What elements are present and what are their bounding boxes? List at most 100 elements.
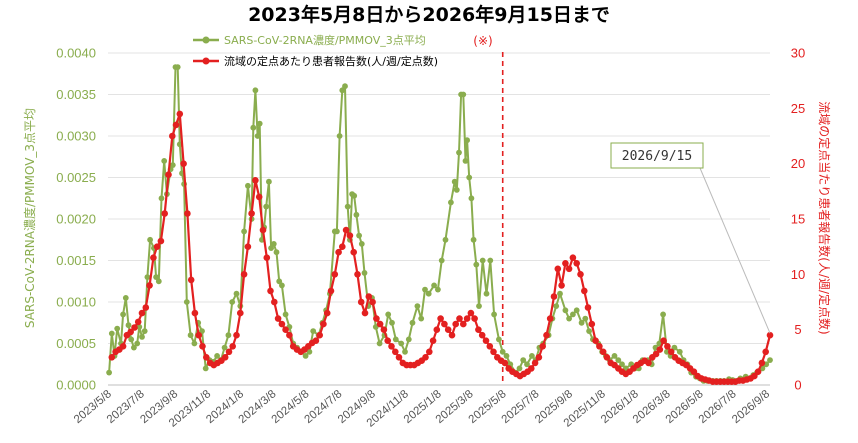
data-point xyxy=(331,271,339,278)
data-point xyxy=(557,290,563,297)
data-point xyxy=(490,348,497,356)
data-point xyxy=(134,318,142,326)
data-point xyxy=(599,348,607,356)
data-point xyxy=(437,315,444,322)
data-point xyxy=(108,330,115,337)
data-point xyxy=(418,315,425,322)
data-point xyxy=(592,337,599,345)
data-point xyxy=(106,369,112,376)
data-point xyxy=(376,340,383,347)
data-point xyxy=(191,309,199,317)
data-point xyxy=(268,245,274,252)
data-point xyxy=(273,249,280,256)
data-point xyxy=(603,354,611,361)
legend: SARS-CoV-2RNA濃度/PMMOV_3点平均 流域の定点あたり患者報告数… xyxy=(193,33,438,68)
data-point xyxy=(225,332,232,339)
data-point xyxy=(165,171,172,178)
data-point xyxy=(385,311,392,318)
y-left-tick-label: 0.0035 xyxy=(56,87,96,102)
y-left-tick-label: 0.0040 xyxy=(56,46,96,61)
data-point xyxy=(128,336,135,343)
data-point xyxy=(131,324,138,331)
data-point xyxy=(221,344,228,351)
data-point xyxy=(577,271,584,278)
data-point xyxy=(169,162,176,169)
data-point xyxy=(153,243,161,250)
data-point xyxy=(539,343,546,350)
data-point xyxy=(270,241,277,247)
data-point xyxy=(478,331,486,339)
data-point xyxy=(402,348,408,355)
data-point xyxy=(146,282,153,289)
data-point xyxy=(306,348,313,355)
data-point xyxy=(482,337,490,345)
data-point xyxy=(467,309,475,317)
data-point xyxy=(136,324,143,330)
data-point xyxy=(369,298,376,306)
data-point xyxy=(453,187,460,193)
data-point xyxy=(114,325,121,332)
legend-label-rna: SARS-CoV-2RNA濃度/PMMOV_3点平均 xyxy=(224,33,426,47)
data-point xyxy=(438,257,445,264)
data-point xyxy=(398,340,405,347)
data-point xyxy=(562,260,569,267)
data-point xyxy=(141,328,148,334)
y-right-tick-label: 15 xyxy=(791,212,805,227)
data-point xyxy=(241,228,248,235)
data-point xyxy=(656,346,664,353)
data-point xyxy=(766,331,774,339)
data-point xyxy=(429,337,437,345)
data-point xyxy=(278,320,286,328)
data-point xyxy=(252,177,259,184)
data-point xyxy=(183,299,190,305)
legend-marker-patients xyxy=(202,57,210,65)
data-point xyxy=(660,311,666,318)
series-layer xyxy=(106,64,774,386)
data-point xyxy=(282,311,289,318)
x-axis-ticks: 2023/5/82023/7/82023/9/82023/11/82024/1/… xyxy=(72,388,772,430)
data-point xyxy=(758,359,766,367)
data-point xyxy=(553,303,560,309)
data-point xyxy=(426,348,433,356)
right-axis-ticks: 0 5 10 15 20 25 30 xyxy=(791,46,805,393)
data-point xyxy=(431,282,437,289)
data-point xyxy=(274,315,282,322)
data-point xyxy=(503,353,510,359)
data-point xyxy=(203,354,210,361)
data-point xyxy=(350,248,358,256)
series-patients xyxy=(108,110,774,386)
data-point xyxy=(153,274,160,280)
data-point xyxy=(524,361,530,368)
data-point xyxy=(339,243,346,250)
data-point xyxy=(529,353,535,359)
data-point xyxy=(158,195,165,202)
data-point xyxy=(191,340,198,347)
data-point xyxy=(471,315,478,322)
data-point xyxy=(125,322,132,329)
data-point xyxy=(221,354,229,361)
data-point xyxy=(550,293,558,300)
y-left-tick-label: 0.0005 xyxy=(56,336,96,351)
data-point xyxy=(558,282,565,289)
legend-label-patients: 流域の定点あたり患者報告数(人/週/定点数) xyxy=(224,54,438,68)
data-point xyxy=(615,357,622,363)
data-point xyxy=(131,344,137,351)
data-point xyxy=(335,248,342,256)
callout-label: 2026/9/15 xyxy=(622,149,692,164)
data-point xyxy=(448,199,454,206)
data-point xyxy=(184,210,191,217)
data-point xyxy=(460,320,467,328)
data-point xyxy=(451,178,458,185)
data-point xyxy=(581,287,588,295)
data-point xyxy=(470,236,477,243)
data-point xyxy=(546,315,554,322)
data-point xyxy=(463,315,471,322)
y-right-tick-label: 25 xyxy=(791,101,805,116)
data-point xyxy=(342,226,350,234)
callout-box xyxy=(610,142,704,169)
y-right-tick-label: 0 xyxy=(794,378,801,393)
data-point xyxy=(409,319,416,326)
data-point xyxy=(566,315,572,322)
data-point xyxy=(520,357,527,363)
